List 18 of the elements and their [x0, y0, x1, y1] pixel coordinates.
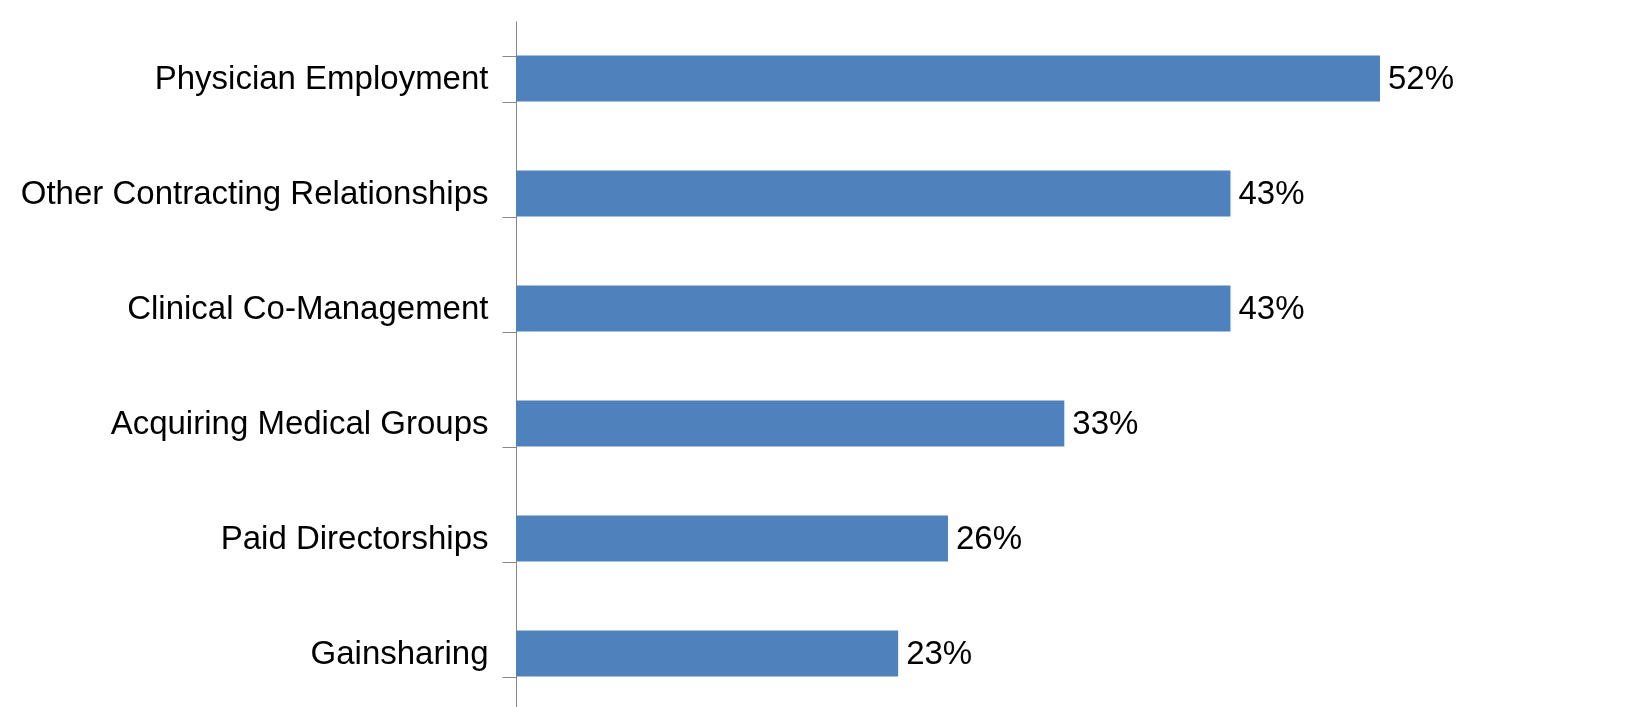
data-label: 52% — [1388, 58, 1455, 96]
data-label: 26% — [956, 518, 1023, 556]
bar — [516, 285, 1231, 332]
bar — [516, 515, 948, 562]
data-label: 33% — [1072, 403, 1139, 441]
bar — [516, 170, 1231, 217]
y-tick-label: Paid Directorships — [220, 519, 489, 556]
y-tick-label: Other Contracting Relationships — [20, 174, 489, 211]
data-label: 43% — [1238, 288, 1305, 326]
data-label: 43% — [1238, 173, 1305, 211]
y-tick-label: Clinical Co-Management — [127, 289, 489, 326]
bar — [516, 630, 899, 677]
y-tick-label: Gainsharing — [310, 634, 489, 671]
y-tick-label: Acquiring Medical Groups — [110, 404, 489, 441]
bar — [516, 55, 1380, 102]
data-label: 23% — [906, 633, 973, 671]
bar — [516, 400, 1065, 447]
y-tick-label: Physician Employment — [154, 59, 489, 96]
